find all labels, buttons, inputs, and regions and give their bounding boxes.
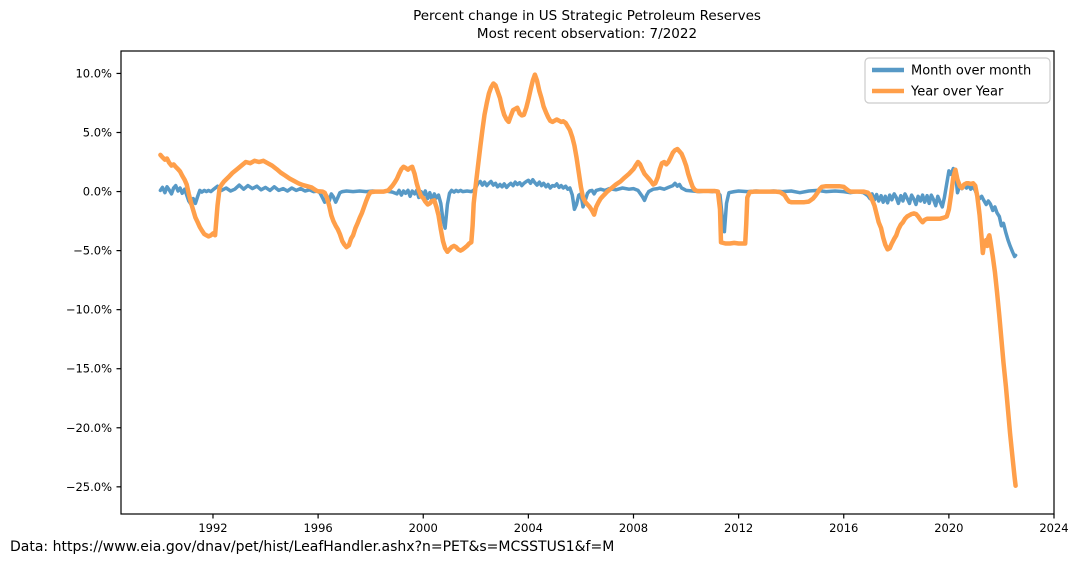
data-source-caption: Data: https://www.eia.gov/dnav/pet/hist/… <box>10 539 615 555</box>
chart-title: Percent change in US Strategic Petroleum… <box>413 8 761 24</box>
x-tick-label-2: 2000 <box>409 521 438 535</box>
legend-box <box>864 57 1051 104</box>
x-tick-label-7: 2020 <box>934 521 963 535</box>
x-tick-label-4: 2008 <box>619 521 648 535</box>
x-tick-label-5: 2012 <box>724 521 753 535</box>
y-tick-label-0: 10.0% <box>75 66 112 80</box>
y-tick-label-1: 5.0% <box>83 125 112 139</box>
x-tick-label-3: 2004 <box>514 521 543 535</box>
legend-label-year-over-year: Year over Year <box>910 85 1004 100</box>
y-axis-ticks: 10.0% 5.0% 0.0% −5.0% −10.0% −15.0% −20.0% −25.… <box>66 66 121 494</box>
x-tick-label-6: 2016 <box>829 521 858 535</box>
x-tick-label-8: 2024 <box>1039 521 1068 535</box>
chart-subtitle: Most recent observation: 7/2022 <box>477 26 697 42</box>
x-axis-ticks: 1992 1996 2000 2004 2008 2012 2016 2020 2024 <box>198 514 1069 535</box>
series-line-year-over-year <box>158 72 1018 488</box>
series-line-month-over-month <box>158 166 1018 259</box>
y-tick-label-3: −5.0% <box>73 244 112 258</box>
y-tick-label-7: −25.0% <box>66 480 112 494</box>
series-lines <box>158 72 1018 488</box>
x-tick-label-1: 1996 <box>303 521 332 535</box>
legend-label-month-over-month: Month over month <box>911 64 1031 79</box>
y-tick-label-4: −10.0% <box>66 303 112 317</box>
y-tick-label-2: 0.0% <box>83 185 112 199</box>
legend: Month over month Year over Year <box>864 57 1051 104</box>
x-tick-label-0: 1992 <box>198 521 227 535</box>
plot-area-frame <box>120 50 1055 515</box>
y-tick-label-6: −20.0% <box>66 421 112 435</box>
y-tick-label-5: −15.0% <box>66 362 112 376</box>
